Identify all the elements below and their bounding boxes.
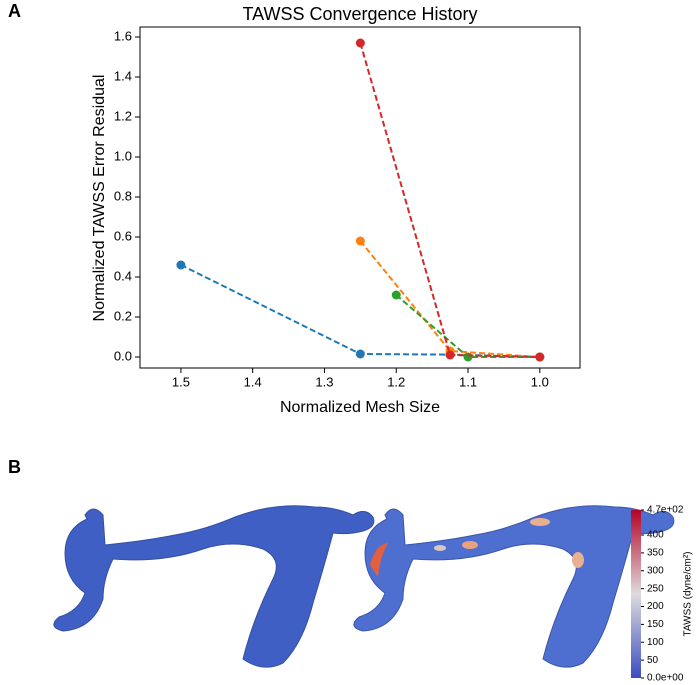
colorbar-label: TAWSS (dyne/cm²) <box>683 551 694 636</box>
y-tick-label: 1.0 <box>114 148 132 163</box>
y-axis-label: Normalized TAWSS Error Residual <box>91 75 108 322</box>
vessel-render-right <box>353 505 675 668</box>
colorbar-tick-label: 50 <box>647 655 659 666</box>
x-tick-label: 1.3 <box>315 374 333 389</box>
point <box>176 260 186 270</box>
colorbar-tick-label: 150 <box>647 619 664 630</box>
colorbar-tick-label: 400 <box>647 530 664 541</box>
series-line <box>395 294 540 358</box>
y-tick-label: 0.2 <box>114 308 132 323</box>
colorbar <box>631 510 641 678</box>
y-tick-label: 1.6 <box>114 28 132 43</box>
panel-label: A <box>8 1 21 21</box>
series-line <box>180 264 540 358</box>
panel-label: B <box>8 457 21 477</box>
vessel-render-left <box>53 505 375 668</box>
colorbar-tick-label: 0.0e+00 <box>647 673 684 684</box>
point <box>355 236 365 246</box>
colorbar-tick-label: 4.7e+02 <box>647 505 684 516</box>
point <box>391 290 401 300</box>
colorbar-tick-label: 350 <box>647 548 664 559</box>
y-tick-label: 0.4 <box>114 268 132 283</box>
x-axis-label: Normalized Mesh Size <box>280 399 440 416</box>
plot-frame <box>139 26 581 369</box>
chart-title: TAWSS Convergence History <box>242 4 477 24</box>
colorbar-tick-label: 200 <box>647 601 664 612</box>
series-line <box>359 240 540 358</box>
x-tick-label: 1.1 <box>459 374 477 389</box>
x-tick-label: 1.5 <box>172 374 190 389</box>
point <box>355 349 365 359</box>
point <box>535 352 545 362</box>
point <box>445 350 455 360</box>
y-tick-label: 0.8 <box>114 188 132 203</box>
point <box>355 38 365 48</box>
x-tick-label: 1.2 <box>387 374 405 389</box>
series-line <box>359 42 540 358</box>
point <box>463 352 473 362</box>
colorbar-tick-label: 250 <box>647 583 664 594</box>
y-tick-label: 1.2 <box>114 108 132 123</box>
y-tick-label: 0.0 <box>114 348 132 363</box>
colorbar-tick-label: 300 <box>647 565 664 576</box>
y-tick-label: 0.6 <box>114 228 132 243</box>
x-tick-label: 1.4 <box>244 374 262 389</box>
colorbar-tick-label: 100 <box>647 637 664 648</box>
y-tick-label: 1.4 <box>114 68 132 83</box>
x-tick-label: 1.0 <box>531 374 549 389</box>
